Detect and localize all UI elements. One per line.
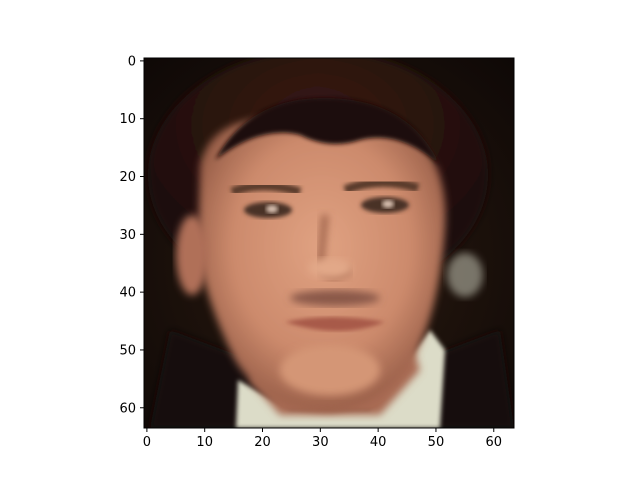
x-tick-label: 40 [370,435,387,450]
y-tick-label: 10 [119,112,136,127]
x-tick-label: 0 [143,435,151,450]
y-tick-label: 50 [119,343,136,358]
background-light-patch [447,253,483,297]
x-tick-label: 20 [254,435,271,450]
y-tick-label: 0 [128,54,136,69]
y-tick-label: 30 [119,228,136,243]
bangs-shape [215,97,440,165]
mouth-shape [285,317,385,331]
right-eye-highlight [382,200,394,208]
left-eye-highlight [266,205,278,213]
moustache-shadow [290,290,380,306]
nose-tip [308,258,352,278]
ear-shape [176,215,208,295]
axes-frame [143,57,515,429]
x-axis: 0 10 20 30 40 50 60 [143,428,502,450]
x-tick-label: 10 [196,435,213,450]
left-eyebrow [230,181,302,197]
y-axis: 0 10 20 30 40 50 60 [119,54,144,416]
face-image [144,58,514,428]
collar-shape [236,330,445,428]
x-tick-label: 50 [428,435,445,450]
right-eyebrow [343,177,420,195]
x-tick-label: 30 [312,435,329,450]
y-tick-label: 20 [119,170,136,185]
y-tick-label: 60 [119,401,136,416]
y-tick-label: 40 [119,286,136,301]
chin-shape [280,345,380,395]
x-tick-label: 60 [485,435,502,450]
